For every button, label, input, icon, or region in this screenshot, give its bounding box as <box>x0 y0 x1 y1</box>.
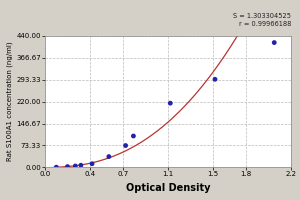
Point <box>131 134 136 138</box>
X-axis label: Optical Density: Optical Density <box>126 183 210 193</box>
Point <box>168 102 173 105</box>
Point <box>106 155 111 158</box>
Y-axis label: Rat S100A1 concentration (ng/ml): Rat S100A1 concentration (ng/ml) <box>7 42 14 161</box>
Point <box>79 164 83 167</box>
Point <box>272 41 277 44</box>
Point <box>65 165 70 168</box>
Point <box>73 164 78 168</box>
Point <box>123 144 128 147</box>
Point <box>213 78 218 81</box>
Point <box>90 162 94 165</box>
Point <box>54 166 59 169</box>
Text: S = 1.303304525
r = 0.99966188: S = 1.303304525 r = 0.99966188 <box>233 13 291 27</box>
